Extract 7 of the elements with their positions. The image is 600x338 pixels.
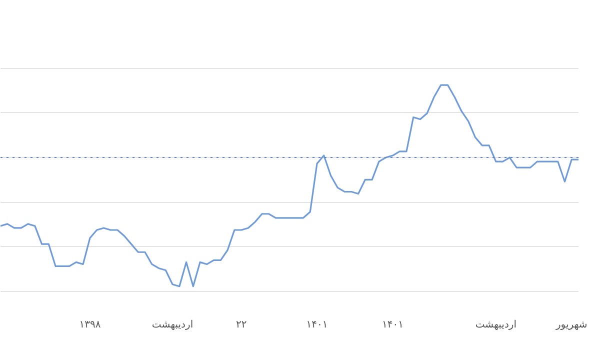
x-tick-label: ۱۳۹۸ (79, 320, 102, 330)
x-tick-label: ۲۲ (236, 320, 247, 330)
x-tick-label: اردیبهشت (152, 320, 194, 330)
x-tick-label: ۱۴۰۱ (306, 320, 328, 330)
x-tick-label: اردیبهشت (475, 320, 517, 330)
x-tick-label: شهریور (554, 320, 588, 330)
x-tick-label: ۱۴۰۱ (382, 320, 404, 330)
